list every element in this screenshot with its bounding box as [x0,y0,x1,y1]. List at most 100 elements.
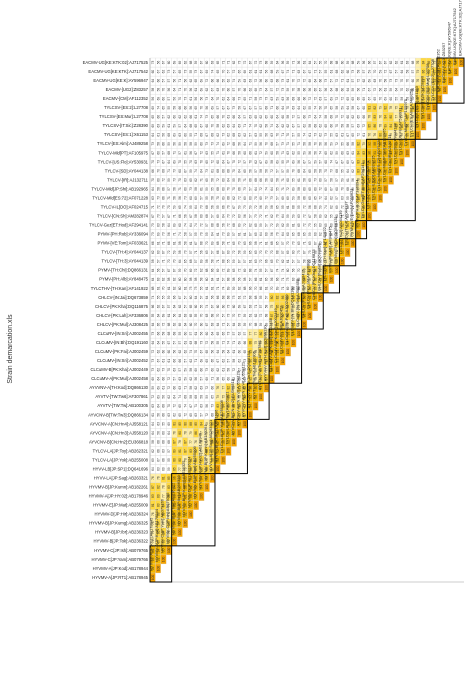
cell-value-label: 66 [243,341,247,345]
cell-value-label: 66 [259,286,263,290]
cell-value-label: 71 [292,61,296,65]
cell-value-label: 73 [281,142,285,146]
cell-value-label: 100 [205,484,209,490]
cell-value-label: 58 [189,368,193,372]
cell-value-label: 65 [254,115,258,119]
cell-value-label: 86 [194,431,198,435]
cell-value-label: 67 [200,61,204,65]
cell-value-label: 63 [210,323,214,327]
cell-value-label: 56 [270,232,274,236]
cell-value-label: 62 [227,79,231,83]
cell-value-label: 55 [194,232,198,236]
cell-value-label: 100 [265,385,269,391]
cell-value-label: 62 [156,368,160,372]
cell-value-label: 69 [151,124,155,128]
cell-value-label: 60 [151,70,155,74]
cell-value-label: 57 [259,106,263,110]
cell-value-label: 69 [173,160,177,164]
cell-value-label: 71 [281,133,285,137]
cell-value-label: 62 [362,79,366,83]
cell-value-label: 72 [270,223,274,227]
cell-value-label: 62 [340,70,344,74]
cell-value-label: 67 [178,295,182,299]
cell-value-label: 94 [227,431,231,435]
cell-value-label: 69 [200,79,204,83]
cell-value-label: 71 [162,259,166,263]
cell-value-label: 58 [232,359,236,363]
cell-value-label: 62 [351,115,355,119]
cell-value-label: 72 [156,205,160,209]
cell-value-label: 69 [319,214,323,218]
strain-row-label: TYLCTHV-[TH:Kan]:AF141922 [91,286,149,291]
cell-value-label: 63 [243,79,247,83]
cell-value-label: 60 [216,304,220,308]
cell-value-label: 100 [238,430,242,436]
cell-value-label: 58 [210,178,214,182]
strain-row-label: EACMV-UG[KE:KTK:02]:AJ717525 [83,60,149,65]
cell-value-label: 68 [335,61,339,65]
cell-value-label: 55 [308,106,312,110]
cell-value-label: 78 [162,485,166,489]
cell-value-label: 57 [189,232,193,236]
strain-row-label: PYMV-[PH:Rob]:AY336094 [98,232,149,237]
cell-value-label: 68 [205,214,209,218]
cell-value-label: 59 [292,196,296,200]
cell-value-label: 59 [243,323,247,327]
cell-value-label: 70 [248,160,252,164]
cell-value-label: 71 [265,214,269,218]
cell-value-label: 100 [357,231,361,237]
cell-value-label: 79 [378,106,382,110]
cell-value-label: 58 [254,241,258,245]
cell-value-label: 67 [281,70,285,74]
cell-value-label: 73 [324,79,328,83]
cell-value-label: 57 [183,359,187,363]
cell-value-label: 56 [162,133,166,137]
cell-value-label: 56 [167,232,171,236]
cell-value-label: 59 [183,368,187,372]
cell-value-label: 56 [265,169,269,173]
cell-value-label: 67 [248,61,252,65]
cell-value-label: 91 [232,431,236,435]
cell-value-label: 72 [243,61,247,65]
cell-value-label: 61 [227,115,231,119]
cell-value-label: 76 [216,386,220,390]
cell-value-label: 89 [384,124,388,128]
cell-value-label: 64 [265,88,269,92]
cell-value-label: 64 [156,341,160,345]
cell-value-label: 70 [400,79,404,83]
cell-value-label: 74 [183,223,187,227]
cell-value-label: 66 [189,115,193,119]
cell-value-label: 57 [200,377,204,381]
cell-value-label: 64 [194,295,198,299]
cell-value-label: 58 [286,115,290,119]
cell-value-label: 61 [183,151,187,155]
cell-value-label: 59 [205,395,209,399]
cell-value-label: 73 [238,61,242,65]
cell-value-label: 59 [232,259,236,263]
cell-value-label: 77 [189,440,193,444]
cell-value-label: 63 [156,422,160,426]
cell-value-label: 64 [151,187,155,191]
cell-value-label: 57 [330,79,334,83]
strain-row-label: TYLCV-[ES:Alm]:AJ489258 [97,141,149,146]
cell-value-label: 70 [200,313,204,317]
cell-value-label: 57 [248,214,252,218]
strain-row-label: HYVMV-A[JP:RT1]:AB178945 [92,575,148,580]
cell-value-label: 62 [173,286,177,290]
cell-value-label: 97 [216,440,220,444]
cell-value-label: 60 [205,332,209,336]
cell-value-label: 67 [319,88,323,92]
cell-value-label: 73 [238,313,242,317]
cell-value-label: 58 [335,106,339,110]
cell-value-label: 73 [351,70,355,74]
cell-value-label: 63 [178,377,182,381]
cell-value-label: 71 [167,196,171,200]
cell-value-label: 82 [227,386,231,390]
cell-value-label: 68 [270,142,274,146]
cell-value-label: 67 [302,70,306,74]
cell-value-label: 62 [259,124,263,128]
strain-column-label: TYLCV-[TH:3]:AY044139 [338,210,343,255]
strain-column-label: CLCuMV-[PK:Fai]:AJ002459 [284,294,289,345]
strain-row-label: AYVTV-[TW:Tw]:AB100305 [97,403,148,408]
cell-value-label: 60 [389,97,393,101]
